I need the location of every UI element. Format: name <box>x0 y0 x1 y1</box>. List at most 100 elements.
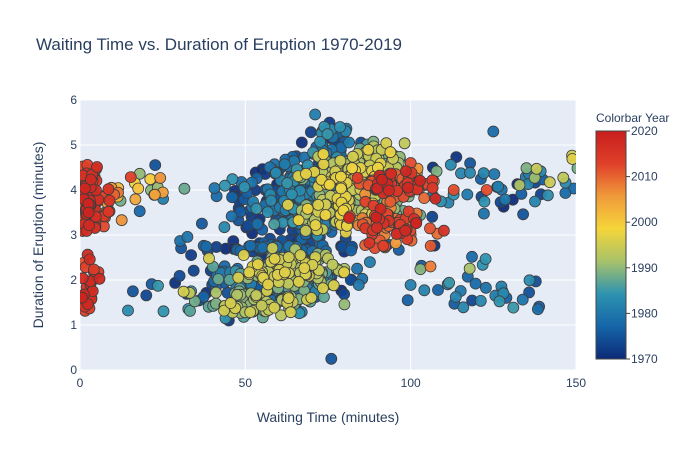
scatter-point <box>225 210 238 223</box>
scatter-point <box>449 291 462 303</box>
scatter-point <box>382 184 395 197</box>
y-tick-label: 1 <box>70 318 77 332</box>
scatter-point <box>493 295 506 308</box>
scatter-point <box>424 260 437 273</box>
scatter-point <box>338 266 351 279</box>
scatter-point <box>384 146 397 159</box>
scatter-point <box>343 136 356 149</box>
scatter-point <box>410 217 423 230</box>
scatter-point <box>426 182 439 194</box>
scatter-point <box>520 162 533 175</box>
x-tick-label: 0 <box>77 376 84 390</box>
scatter-point <box>479 281 492 294</box>
scatter-point <box>362 143 375 156</box>
scatter-point <box>363 256 376 269</box>
scatter-point <box>480 184 493 196</box>
scatter-point <box>177 285 190 298</box>
scatter-point <box>144 173 157 186</box>
scatter-point <box>334 154 347 167</box>
y-tick-label: 3 <box>70 228 77 242</box>
scatter-point <box>102 205 115 218</box>
scatter-point <box>188 295 201 308</box>
scatter-point <box>424 222 436 235</box>
scatter-point <box>543 176 556 189</box>
scatter-point <box>371 221 383 234</box>
scatter-point <box>148 188 161 201</box>
scatter-point <box>300 167 312 180</box>
y-tick-label: 6 <box>70 93 77 107</box>
scatter-point <box>437 224 450 237</box>
scatter-point <box>447 184 460 196</box>
scatter-point <box>542 189 554 202</box>
scatter-point <box>299 224 312 237</box>
scatter-point <box>474 294 487 307</box>
scatter-point <box>479 253 492 265</box>
scatter-point <box>285 188 298 201</box>
scatter-point <box>499 193 512 206</box>
scatter-point <box>317 148 330 161</box>
scatter-point <box>292 214 305 227</box>
scatter-point <box>464 166 476 179</box>
scatter-point <box>334 121 346 133</box>
scatter-point <box>557 171 570 184</box>
scatter-point <box>363 236 376 249</box>
scatter-point <box>469 277 482 290</box>
scatter-point <box>173 269 186 282</box>
scatter-point <box>304 126 317 139</box>
scatter-point <box>85 173 97 186</box>
scatter-point <box>218 304 231 317</box>
scatter-point <box>178 182 191 195</box>
scatter-point <box>530 162 543 175</box>
scatter-point <box>317 158 330 171</box>
scatter-point <box>282 251 295 264</box>
scatter-point <box>319 209 332 221</box>
scatter-point <box>243 266 256 279</box>
scatter-point <box>338 288 351 301</box>
scatter-point <box>232 271 245 284</box>
scatter-point <box>334 170 347 183</box>
scatter-point <box>268 252 281 265</box>
y-axis-ticks: 0 1 2 3 4 5 6 <box>70 93 77 377</box>
scatter-point <box>532 303 544 316</box>
scatter-point <box>251 217 264 230</box>
colorbar-tick-label: 2010 <box>631 170 658 184</box>
scatter-point <box>571 162 576 175</box>
scatter-point <box>292 275 305 288</box>
scatter-point <box>301 202 314 215</box>
scatter-point <box>401 294 414 307</box>
y-tick-label: 4 <box>70 183 77 197</box>
colorbar-tick-label: 1980 <box>631 306 658 320</box>
y-tick-label: 2 <box>70 273 77 287</box>
scatter-point <box>559 187 572 199</box>
scatter-point <box>432 284 444 296</box>
scatter-point <box>325 352 338 365</box>
scatter-point <box>261 206 274 219</box>
scatter-point <box>424 239 437 252</box>
scatter-point <box>418 284 431 297</box>
scatter-point <box>312 198 325 211</box>
scatter-point <box>278 266 291 279</box>
scatter-point <box>187 264 200 277</box>
scatter-point <box>265 194 278 207</box>
chart-title: Waiting Time vs. Duration of Eruption 19… <box>36 35 402 54</box>
scatter-point <box>327 279 340 292</box>
scatter-point <box>140 289 153 302</box>
colorbar-tick-label: 1990 <box>631 261 658 275</box>
scatter-point <box>477 207 490 220</box>
scatter-point <box>124 171 137 184</box>
scatter-point <box>281 177 294 190</box>
scatter-point <box>184 304 196 317</box>
scatter-point <box>398 137 411 150</box>
scatter-point <box>266 242 279 255</box>
scatter-point <box>83 219 95 232</box>
scatter-point <box>478 195 491 208</box>
scatter-point <box>370 211 383 224</box>
scatter-point <box>115 214 128 227</box>
scatter-point <box>268 301 281 314</box>
scatter-point <box>181 230 194 243</box>
scatter-point <box>566 153 576 165</box>
scatter-point <box>244 306 257 319</box>
colorbar-tick-label: 2020 <box>631 124 658 138</box>
scatter-point <box>278 158 291 171</box>
